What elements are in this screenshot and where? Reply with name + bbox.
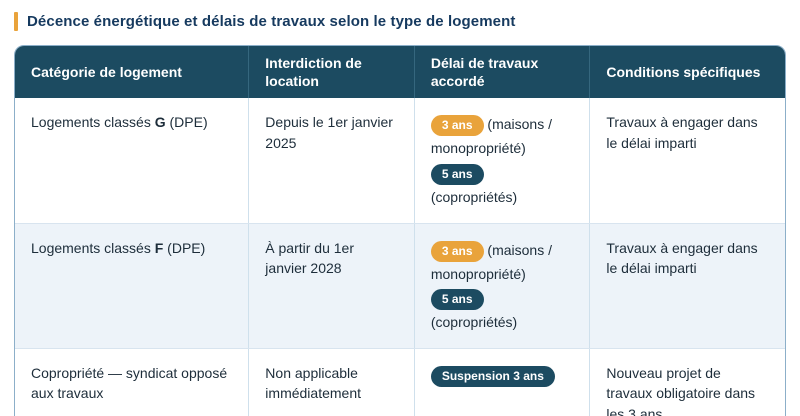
header-interdiction: Interdiction de location xyxy=(248,46,414,99)
category-suffix: (DPE) xyxy=(163,239,206,256)
cell-conditions: Travaux à engager dans le délai imparti xyxy=(589,98,785,223)
delay-label: (copropriétés) xyxy=(430,313,518,330)
delay-badge-5ans: 5 ans xyxy=(430,288,484,310)
delay-label: (maisons / monopropriété) xyxy=(430,241,552,282)
delay-badge-3ans: 3 ans xyxy=(430,240,484,262)
header-conditions: Conditions spécifiques xyxy=(589,46,785,99)
title-accent-bar xyxy=(14,12,18,31)
delay-badge-suspension: Suspension 3 ans xyxy=(430,366,555,387)
cell-category: Copropriété — syndicat opposé aux travau… xyxy=(31,365,228,402)
cell-category: Logements classés G (DPE) xyxy=(15,98,248,222)
delay-label: (copropriétés) xyxy=(430,188,518,205)
cell-delai: Suspension 3 ans xyxy=(413,349,590,416)
cell-category: Logements classés F (DPE) xyxy=(15,224,248,348)
header-delai: Délai de travaux accordé xyxy=(413,46,590,99)
cell-interdiction: Depuis le 1er janvier 2025 xyxy=(248,98,414,223)
table-row: Logements classés G (DPE) Depuis le 1er … xyxy=(15,98,785,223)
header-category: Catégorie de logement xyxy=(31,64,182,81)
category-text: Logements classés xyxy=(31,239,155,256)
delay-badge-5ans: 5 ans xyxy=(430,163,484,185)
title-row: Décence énergétique et délais de travaux… xyxy=(14,12,786,31)
cell-conditions: Nouveau projet de travaux obligatoire da… xyxy=(589,349,785,416)
cell-interdiction: À partir du 1er janvier 2028 xyxy=(248,223,414,348)
cell-delai: 3 ans (maisons / monopropriété) 5 ans (c… xyxy=(413,223,590,348)
table-row: Logements classés F (DPE) À partir du 1e… xyxy=(15,222,785,348)
table-header-row: Catégorie de logement Interdiction de lo… xyxy=(15,46,785,99)
page-title: Décence énergétique et délais de travaux… xyxy=(27,13,516,30)
delay-label: (maisons / monopropriété) xyxy=(430,116,552,157)
category-bold: F xyxy=(154,239,164,256)
category-text: Logements classés xyxy=(31,114,155,131)
cell-interdiction: Non applicable immédiatement xyxy=(248,349,414,416)
category-bold: G xyxy=(154,114,166,131)
category-suffix: (DPE) xyxy=(165,114,208,131)
cell-conditions: Travaux à engager dans le délai imparti xyxy=(589,223,785,348)
cell-delai: 3 ans (maisons / monopropriété) 5 ans (c… xyxy=(413,98,590,223)
table-row: Copropriété — syndicat opposé aux travau… xyxy=(15,348,785,416)
delay-badge-3ans: 3 ans xyxy=(430,115,484,137)
energy-decency-table: Catégorie de logement Interdiction de lo… xyxy=(14,45,786,416)
